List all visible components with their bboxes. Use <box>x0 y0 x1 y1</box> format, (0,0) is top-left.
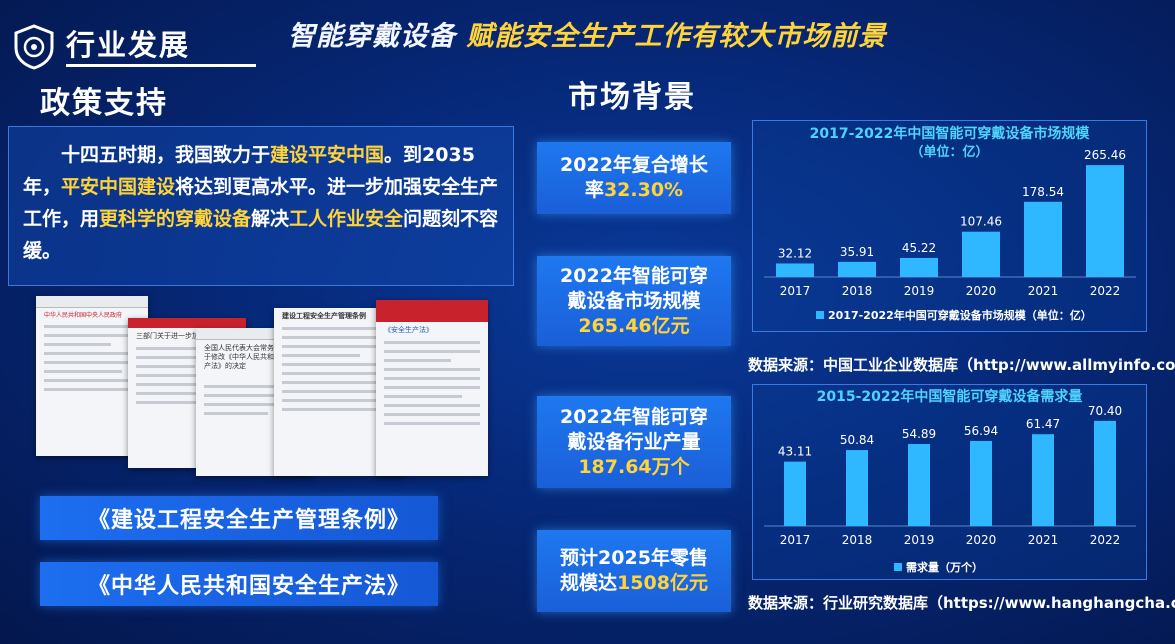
data-label: 45.22 <box>902 241 936 255</box>
data-label: 35.91 <box>840 245 874 259</box>
x-tick-label: 2019 <box>904 284 935 298</box>
stat-label: 戴设备市场规模 <box>567 289 701 312</box>
chart-bar <box>1094 420 1116 526</box>
x-tick-label: 2019 <box>904 533 935 547</box>
market-heading: 市场背景 <box>568 80 696 115</box>
data-label: 56.94 <box>964 424 998 438</box>
stat-value: 32.30% <box>603 179 684 201</box>
chart-bar <box>1024 201 1062 277</box>
x-tick-label: 2021 <box>1028 284 1059 298</box>
safety-shield-logo <box>14 24 54 70</box>
demand-chart-frame <box>752 384 1147 580</box>
data-label: 50.84 <box>840 433 874 447</box>
legend-swatch <box>894 563 902 571</box>
chart-bar <box>776 263 814 277</box>
stat-card-cagr: 2022年复合增长 率32.30% <box>537 142 731 214</box>
data-label: 43.11 <box>778 445 812 459</box>
policy-highlight: 建设平安中国 <box>270 144 385 166</box>
stat-label: 规模达 <box>560 572 618 594</box>
chart-bar <box>784 461 806 526</box>
data-source-2: 数据来源：行业研究数据库（https://www.hanghangcha.com… <box>748 594 1175 612</box>
policy-text-segment: 十四五时期，我国致力于 <box>61 144 271 166</box>
x-tick-label: 2020 <box>966 284 997 298</box>
stat-label: 戴设备行业产量 <box>567 430 701 453</box>
stat-label: 2022年智能可穿 <box>560 264 708 287</box>
policy-text-segment: 解决 <box>251 208 290 230</box>
chart-bar <box>846 450 868 526</box>
stat-label: 预计2025年零售 <box>560 547 708 569</box>
chart-bar <box>908 444 930 526</box>
page-title: 智能穿戴设备 赋能安全生产工作有较大市场前景 <box>288 14 886 53</box>
x-tick-label: 2022 <box>1090 284 1121 298</box>
data-label: 178.54 <box>1022 185 1064 199</box>
chart-bar <box>1032 434 1054 526</box>
section-tag: 行业发展 <box>66 28 191 62</box>
stat-value: 1508亿元 <box>617 572 708 594</box>
chart-title: 2015-2022年中国智能可穿戴设备需求量 <box>817 388 1083 405</box>
title-main: 赋能安全生产工作有较大市场前景 <box>466 21 887 52</box>
data-label: 54.89 <box>902 427 936 441</box>
stat-card-market-size: 2022年智能可穿 戴设备市场规模 265.46亿元 <box>537 256 731 346</box>
x-tick-label: 2021 <box>1028 533 1059 547</box>
x-tick-label: 2018 <box>842 284 873 298</box>
title-highlight: 智能穿戴设备 <box>288 21 456 52</box>
policy-heading: 政策支持 <box>40 86 168 121</box>
legend-swatch <box>816 311 824 319</box>
stat-card-retail-forecast: 预计2025年零售 规模达1508亿元 <box>537 530 731 612</box>
x-tick-label: 2017 <box>780 533 811 547</box>
policy-highlight: 更科学的穿戴设备 <box>99 208 252 230</box>
x-tick-label: 2018 <box>842 533 873 547</box>
law-title-construction-safety: 《建设工程安全生产管理条例》 <box>40 496 438 540</box>
stat-label: 2022年复合增长 <box>560 154 708 176</box>
policy-paragraph: 十四五时期，我国致力于建设平安中国。到2035年，平安中国建设将达到更高水平。进… <box>23 139 499 267</box>
section-tag-underline <box>66 64 256 67</box>
data-label: 265.46 <box>1084 148 1126 162</box>
chart-bar <box>970 440 992 526</box>
policy-text-segment: 将达到更高水平。进一步加强安全生产工作，用 <box>23 176 499 230</box>
policy-highlight: 工人作业安全 <box>289 208 404 230</box>
chart-bar <box>962 231 1000 277</box>
data-label: 61.47 <box>1026 417 1060 431</box>
chart-bar <box>1086 165 1124 277</box>
market-size-chart: 2017-2022年中国智能可穿戴设备市场规模 （单位：亿） 32.12 2017 35… <box>764 125 1136 322</box>
policy-highlight: 平安中国建设 <box>61 176 176 198</box>
policy-document-thumbnails: 中华人民共和国中央人民政府 三部门关于进一步加强安全保障 全国人民代表大会常务委… <box>36 296 488 476</box>
law-title-safety-production: 《中华人民共和国安全生产法》 <box>40 562 438 606</box>
policy-text-segment: 。到2035年， <box>23 144 475 198</box>
data-label: 70.40 <box>1088 404 1122 418</box>
x-tick-label: 2022 <box>1090 533 1121 547</box>
chart-subtitle: （单位：亿） <box>910 144 988 160</box>
chart-bar <box>838 261 876 277</box>
market-size-chart-frame <box>752 120 1147 332</box>
legend-label: 2017-2022年中国可穿戴设备市场规模（单位：亿） <box>828 308 1092 322</box>
chart-title: 2017-2022年中国智能可穿戴设备市场规模 <box>810 125 1091 142</box>
stat-value: 187.64万个 <box>578 455 690 478</box>
demand-chart: 2015-2022年中国智能可穿戴设备需求量 43.11 2017 50.84 2018… <box>764 388 1136 574</box>
document-thumbnail: 《安全生产法》 <box>376 300 488 476</box>
legend-label: 需求量（万个） <box>906 560 983 574</box>
stat-value: 265.46亿元 <box>578 314 690 337</box>
stat-card-output: 2022年智能可穿 戴设备行业产量 187.64万个 <box>537 396 731 488</box>
policy-text-box: 十四五时期，我国致力于建设平安中国。到2035年，平安中国建设将达到更高水平。进… <box>8 126 514 286</box>
data-source-1: 数据来源：中国工业企业数据库（http://www.allmyinfo.com） <box>748 356 1175 374</box>
chart-bar <box>900 257 938 277</box>
data-label: 107.46 <box>960 215 1002 229</box>
stat-label: 2022年智能可穿 <box>560 405 708 428</box>
x-tick-label: 2017 <box>780 284 811 298</box>
x-tick-label: 2020 <box>966 533 997 547</box>
policy-text-segment: 问题刻不容缓。 <box>23 208 499 262</box>
data-label: 32.12 <box>778 246 812 260</box>
stat-label: 率 <box>584 179 604 201</box>
